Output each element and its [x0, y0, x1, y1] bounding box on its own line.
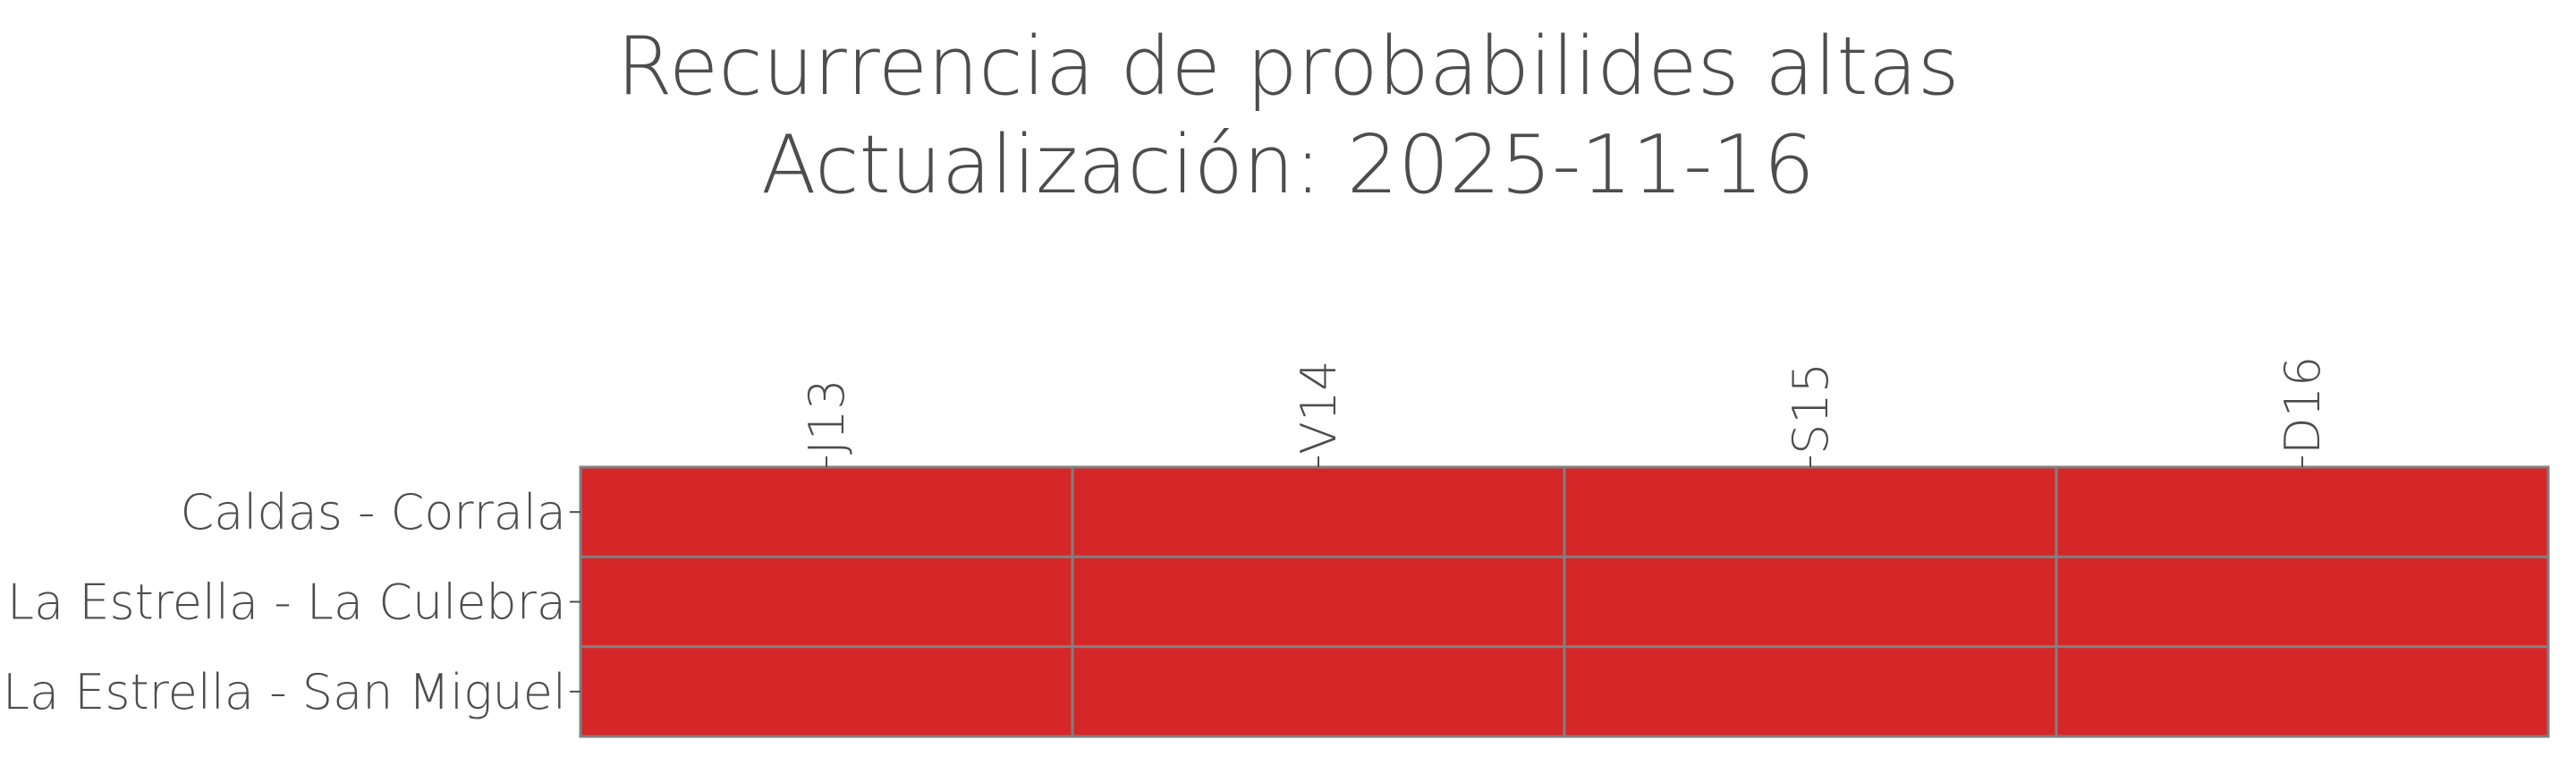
heatmap-cell — [1563, 555, 2058, 649]
x-tick-label: J13 — [799, 379, 855, 455]
heatmap-cell — [1071, 555, 1566, 649]
y-tick-label: La Estrella - San Miguel — [3, 664, 566, 720]
heatmap-cell — [579, 465, 1074, 558]
x-tick-label: D16 — [2275, 356, 2331, 455]
heatmap-cell — [2055, 645, 2550, 738]
heatmap-cell — [2055, 465, 2550, 558]
heatmap-cell — [579, 555, 1074, 649]
heatmap-cell — [579, 645, 1074, 738]
heatmap-cell — [1071, 465, 1566, 558]
y-tick-label: La Estrella - La Culebra — [7, 574, 566, 631]
x-tick-label: S15 — [1783, 362, 1839, 455]
heatmap-cell — [2055, 555, 2550, 649]
heatmap-cell — [1071, 645, 1566, 738]
y-tick-label: Caldas - Corrala — [181, 484, 566, 540]
x-tick-label: V14 — [1291, 360, 1347, 455]
chart-subtitle: Actualización: 2025-11-16 — [761, 118, 1815, 212]
chart-title: Recurrencia de probabilides altas — [616, 20, 1959, 114]
heatmap-cell — [1563, 645, 2058, 738]
heatmap-cell — [1563, 465, 2058, 558]
